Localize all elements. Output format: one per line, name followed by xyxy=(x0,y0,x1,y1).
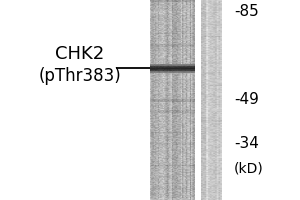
Text: CHK2: CHK2 xyxy=(55,45,104,63)
Text: (pThr383): (pThr383) xyxy=(38,67,121,85)
Text: (kD): (kD) xyxy=(234,161,264,175)
Text: -85: -85 xyxy=(234,4,259,20)
Text: -34: -34 xyxy=(234,136,259,152)
Text: -49: -49 xyxy=(234,92,259,108)
